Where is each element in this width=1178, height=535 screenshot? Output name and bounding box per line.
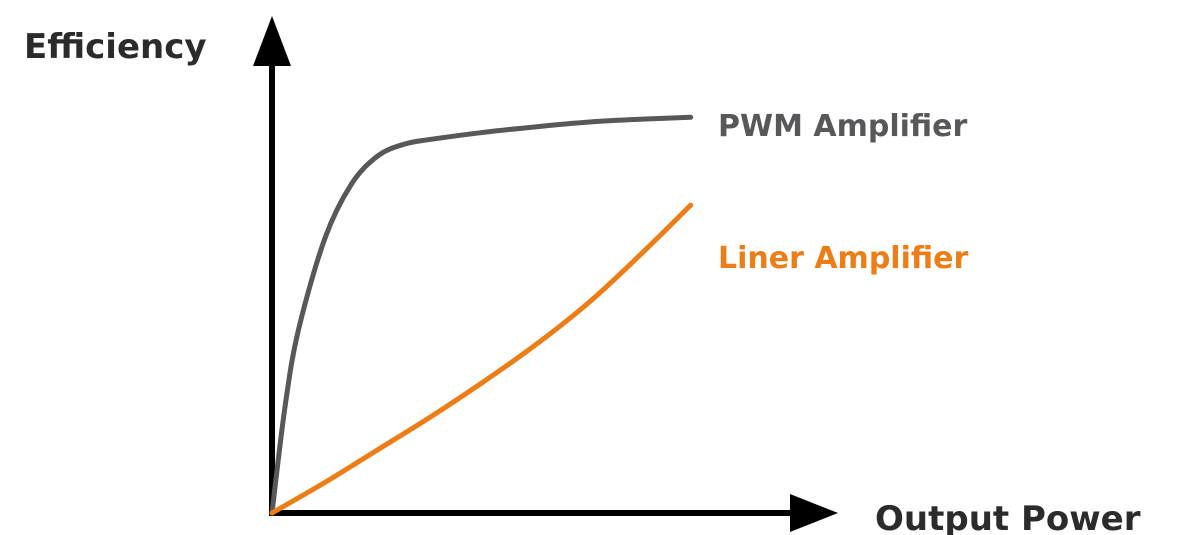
series-line-pwm (269, 114, 694, 516)
y-axis-arrow (253, 16, 291, 66)
series-label-liner: Liner Amplifier (718, 241, 968, 276)
series-label-pwm: PWM Amplifier (718, 109, 967, 144)
series-line-liner (269, 202, 694, 516)
x-axis-arrow (790, 494, 838, 532)
y-axis-label: Efficiency (24, 27, 207, 67)
x-axis-label: Output Power (875, 499, 1141, 535)
